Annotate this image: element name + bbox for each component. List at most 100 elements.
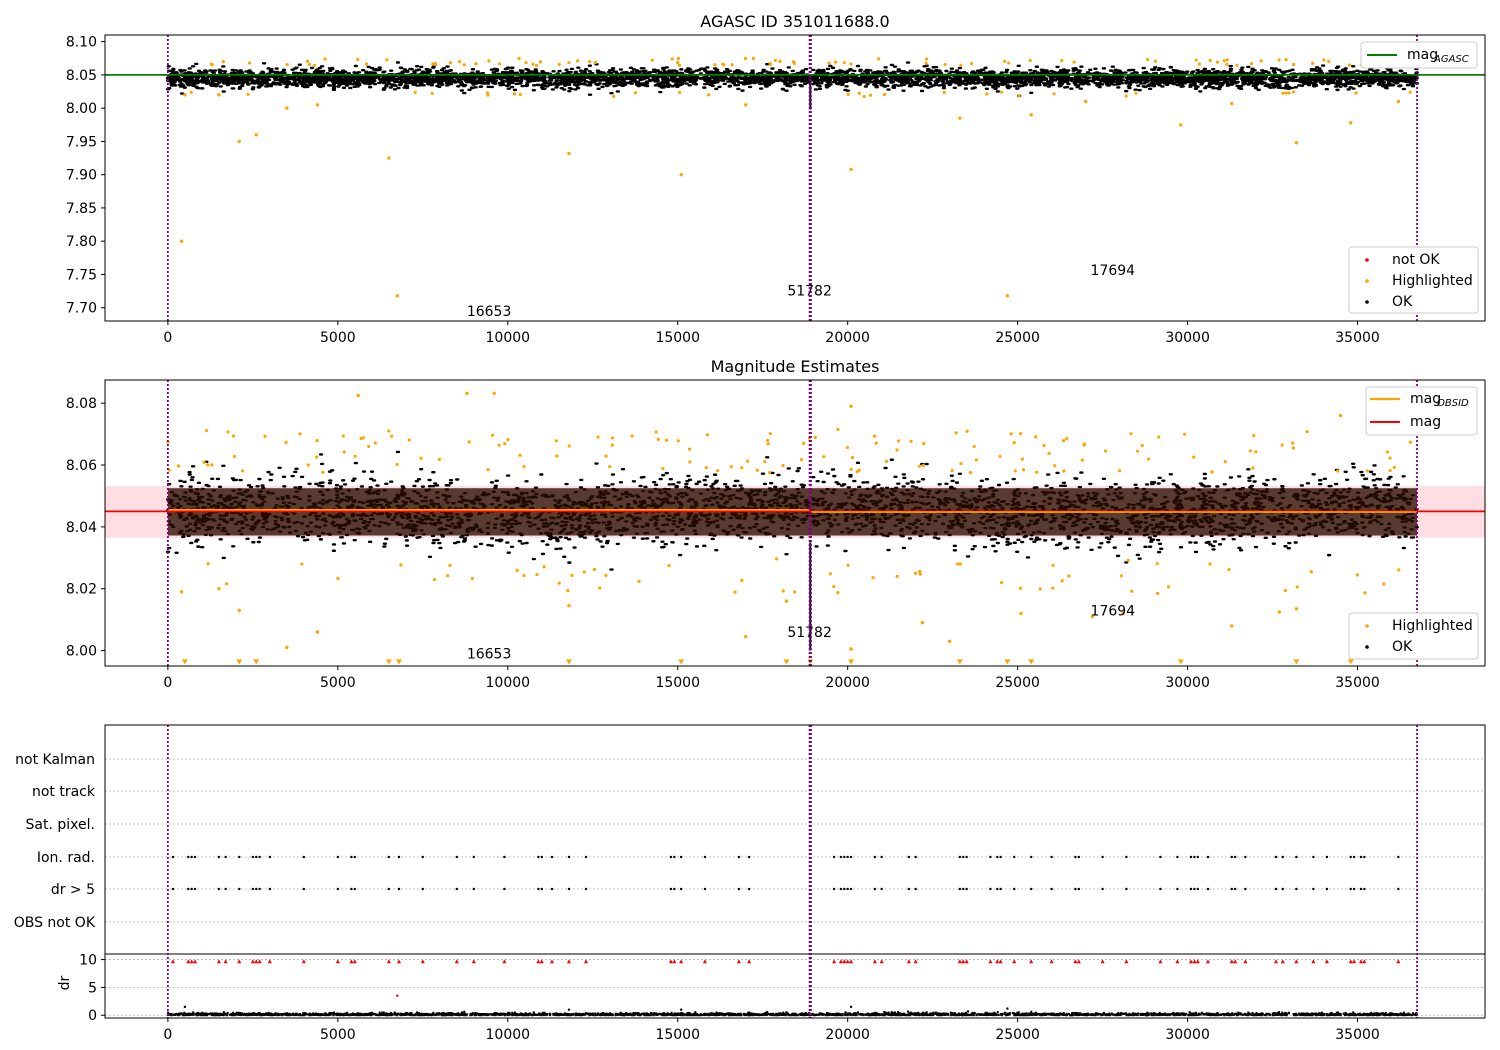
highlighted-point [608, 465, 612, 469]
highlighted-point [630, 434, 634, 438]
dr-clipped-marker [386, 959, 391, 964]
highlighted-point [312, 63, 317, 68]
highlighted-point [1005, 294, 1010, 298]
flag-row-label: not track [32, 784, 96, 800]
highlighted-point [284, 440, 288, 445]
flag-point-dr [1233, 887, 1237, 891]
highlighted-point [920, 621, 925, 625]
highlighted-point [722, 63, 726, 67]
highlighted-point [359, 436, 363, 441]
y-tick-label: 8.00 [66, 101, 97, 117]
obsid-label: 17694 [1091, 603, 1136, 619]
highlighted-point [356, 57, 360, 62]
flag-point-ion-rad [1312, 855, 1315, 859]
x-tick-label: 30000 [1165, 330, 1210, 346]
dr-clipped-marker [1188, 959, 1193, 964]
flag-point-ion-rad [1359, 855, 1363, 859]
highlighted-point [1291, 441, 1295, 445]
flag-point-dr [1349, 887, 1352, 891]
flag-point-dr [832, 887, 836, 891]
highlighted-point [970, 61, 974, 66]
highlighted-point [1259, 59, 1263, 63]
highlighted-point [176, 464, 181, 468]
highlighted-point [1197, 62, 1202, 66]
dr-clipped-marker [1029, 959, 1034, 964]
highlighted-point [676, 56, 681, 61]
highlighted-point [1397, 568, 1401, 572]
dr-clipped-marker [420, 959, 425, 964]
highlighted-point [842, 61, 846, 65]
highlighted-point [206, 562, 210, 566]
flag-point-dr [1363, 887, 1366, 891]
highlighted-point [491, 433, 495, 437]
legend-sub-agasc: AGASC [1433, 54, 1469, 65]
highlighted-point [206, 463, 210, 467]
highlighted-point [587, 60, 592, 64]
highlighted-point [1060, 59, 1064, 63]
highlighted-point [1153, 59, 1158, 63]
dr-clipped-marker [583, 959, 588, 964]
dr-clipped-marker [1076, 959, 1081, 964]
highlighted-point [1053, 464, 1057, 468]
flag-point-dr [350, 887, 353, 891]
highlighted-point [656, 437, 660, 441]
flag-point-ion-rad [251, 855, 255, 859]
highlighted-point [947, 639, 952, 643]
panel1-title: AGASC ID 351011688.0 [700, 12, 889, 31]
highlighted-point [730, 63, 734, 67]
flag-point-dr [537, 887, 540, 891]
highlighted-point [1012, 441, 1016, 445]
flag-point-ion-rad [832, 855, 836, 859]
highlighted-point [857, 91, 861, 95]
flag-point-dr [846, 887, 849, 891]
highlighted-point [305, 59, 310, 63]
highlighted-point [654, 430, 658, 434]
highlighted-point [813, 435, 817, 439]
flag-point-dr [1074, 887, 1077, 891]
flag-point-dr [268, 887, 272, 891]
highlighted-point [1292, 90, 1296, 94]
highlighted-point [1051, 586, 1055, 590]
x-tick-label: 10000 [486, 675, 531, 691]
y-tick-label: 8.06 [66, 458, 97, 474]
highlighted-point [836, 591, 840, 595]
highlighted-point [781, 589, 785, 593]
highlighted-point [1009, 432, 1013, 436]
dr-clipped-marker [1195, 959, 1200, 964]
flag-row-label: not Kalman [15, 752, 95, 768]
dr-clipped-marker [1396, 959, 1401, 964]
highlighted-point [1156, 591, 1160, 595]
highlighted-point [1183, 432, 1187, 436]
flag-point-dr [238, 887, 241, 891]
highlighted-point [474, 62, 478, 66]
flag-point-ion-rad [238, 855, 241, 859]
highlighted-point [1140, 443, 1144, 448]
highlighted-point [670, 57, 674, 61]
highlighted-point [767, 470, 772, 475]
flag-point-dr [302, 887, 306, 891]
highlighted-point [497, 443, 501, 447]
highlighted-point [534, 63, 539, 68]
obsid-label: 17694 [1091, 263, 1136, 279]
highlighted-point [1287, 91, 1291, 95]
flag-point-dr [1230, 887, 1233, 891]
dr-clipped-marker [672, 959, 677, 964]
flag-point-ion-rad [1159, 855, 1162, 859]
highlighted-point [1365, 469, 1369, 473]
dr-clipped-marker [189, 959, 194, 964]
highlighted-point [604, 454, 608, 458]
legend-label-ok: OK [1392, 294, 1413, 310]
highlighted-point [874, 441, 878, 445]
highlighted-point [793, 590, 797, 594]
flag-point-dr [1193, 887, 1196, 891]
highlighted-point [925, 57, 929, 61]
highlighted-point [1248, 449, 1253, 453]
highlighted-point [1283, 588, 1287, 593]
y-tick-label: 7.75 [66, 267, 97, 283]
highlighted-point [751, 56, 755, 60]
highlighted-point [1090, 614, 1095, 619]
highlighted-point [1135, 449, 1140, 453]
flag-point-ion-rad [503, 855, 506, 859]
flag-point-dr [1274, 887, 1278, 891]
dr-outlier [183, 1005, 187, 1009]
